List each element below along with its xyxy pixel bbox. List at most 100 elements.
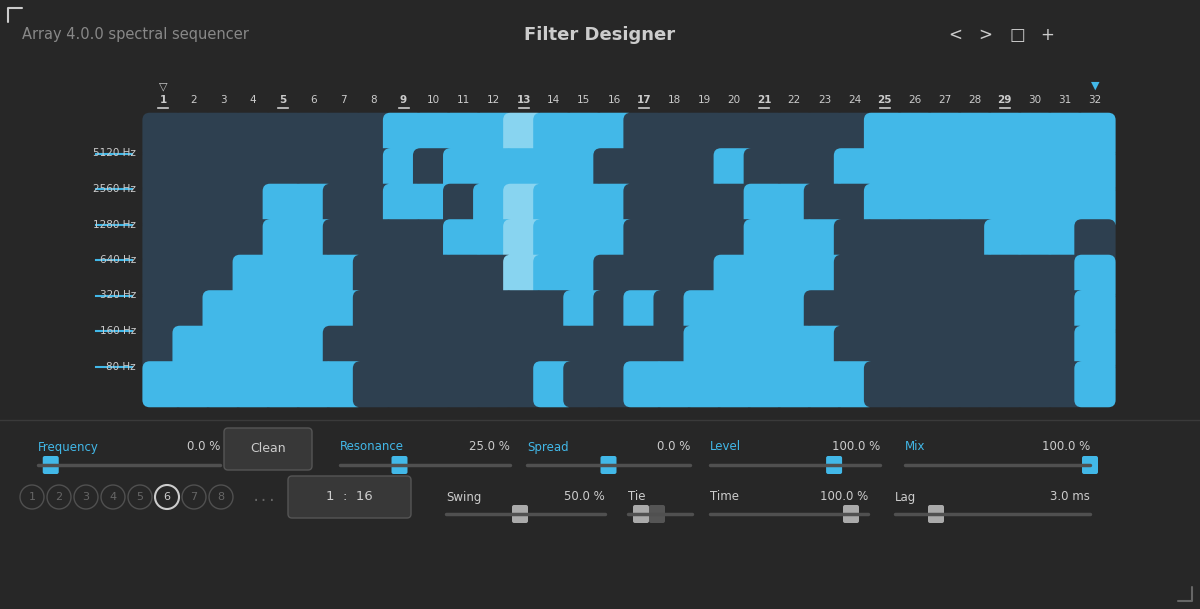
Text: 2: 2 xyxy=(55,492,62,502)
FancyBboxPatch shape xyxy=(323,219,364,266)
FancyBboxPatch shape xyxy=(263,113,304,159)
FancyBboxPatch shape xyxy=(293,219,334,266)
FancyBboxPatch shape xyxy=(323,184,364,230)
FancyBboxPatch shape xyxy=(563,113,605,159)
FancyBboxPatch shape xyxy=(203,361,244,407)
Text: 5120 Hz: 5120 Hz xyxy=(94,149,136,158)
Text: 31: 31 xyxy=(1058,95,1072,105)
FancyBboxPatch shape xyxy=(173,184,214,230)
Text: 80 Hz: 80 Hz xyxy=(107,362,136,371)
FancyBboxPatch shape xyxy=(203,255,244,301)
FancyBboxPatch shape xyxy=(954,184,995,230)
FancyBboxPatch shape xyxy=(143,326,184,371)
FancyBboxPatch shape xyxy=(623,361,665,407)
FancyBboxPatch shape xyxy=(744,255,785,301)
FancyBboxPatch shape xyxy=(1074,326,1116,371)
Text: >: > xyxy=(978,26,992,44)
FancyBboxPatch shape xyxy=(353,148,394,194)
FancyBboxPatch shape xyxy=(774,148,815,194)
FancyBboxPatch shape xyxy=(233,148,274,194)
Text: 640 Hz: 640 Hz xyxy=(100,255,136,265)
Text: Frequency: Frequency xyxy=(38,440,98,454)
FancyBboxPatch shape xyxy=(1044,219,1086,266)
FancyBboxPatch shape xyxy=(924,113,965,159)
Text: 27: 27 xyxy=(938,95,952,105)
FancyBboxPatch shape xyxy=(1044,361,1086,407)
FancyBboxPatch shape xyxy=(654,184,695,230)
FancyBboxPatch shape xyxy=(293,113,334,159)
FancyBboxPatch shape xyxy=(233,255,274,301)
FancyBboxPatch shape xyxy=(263,290,304,336)
FancyBboxPatch shape xyxy=(684,326,725,371)
FancyBboxPatch shape xyxy=(1044,255,1086,301)
FancyBboxPatch shape xyxy=(834,184,875,230)
FancyBboxPatch shape xyxy=(383,326,424,371)
FancyBboxPatch shape xyxy=(288,476,410,518)
Text: Lag: Lag xyxy=(895,490,917,504)
FancyBboxPatch shape xyxy=(623,219,665,266)
Text: 29: 29 xyxy=(997,95,1012,105)
FancyBboxPatch shape xyxy=(834,361,875,407)
FancyBboxPatch shape xyxy=(1044,290,1086,336)
FancyBboxPatch shape xyxy=(804,255,845,301)
FancyBboxPatch shape xyxy=(954,361,995,407)
Text: 160 Hz: 160 Hz xyxy=(100,326,136,336)
FancyBboxPatch shape xyxy=(744,219,785,266)
FancyBboxPatch shape xyxy=(353,219,394,266)
FancyBboxPatch shape xyxy=(864,361,905,407)
FancyBboxPatch shape xyxy=(654,326,695,371)
FancyBboxPatch shape xyxy=(563,326,605,371)
Text: 1280 Hz: 1280 Hz xyxy=(94,219,136,230)
FancyBboxPatch shape xyxy=(834,326,875,371)
FancyBboxPatch shape xyxy=(774,219,815,266)
FancyBboxPatch shape xyxy=(804,361,845,407)
FancyBboxPatch shape xyxy=(443,113,485,159)
FancyBboxPatch shape xyxy=(293,326,334,371)
FancyBboxPatch shape xyxy=(714,290,755,336)
Text: 18: 18 xyxy=(667,95,680,105)
FancyBboxPatch shape xyxy=(263,148,304,194)
FancyBboxPatch shape xyxy=(533,184,575,230)
Text: 19: 19 xyxy=(697,95,710,105)
FancyBboxPatch shape xyxy=(744,326,785,371)
FancyBboxPatch shape xyxy=(984,255,1026,301)
FancyBboxPatch shape xyxy=(654,219,695,266)
Text: 25.0 %: 25.0 % xyxy=(469,440,510,454)
Text: 0.0 %: 0.0 % xyxy=(656,440,690,454)
FancyBboxPatch shape xyxy=(744,290,785,336)
Text: 21: 21 xyxy=(757,95,772,105)
FancyBboxPatch shape xyxy=(533,290,575,336)
Text: 14: 14 xyxy=(547,95,560,105)
Text: 30: 30 xyxy=(1028,95,1042,105)
FancyBboxPatch shape xyxy=(924,219,965,266)
Text: 3: 3 xyxy=(220,95,227,105)
FancyBboxPatch shape xyxy=(954,255,995,301)
FancyBboxPatch shape xyxy=(864,290,905,336)
FancyBboxPatch shape xyxy=(353,361,394,407)
FancyBboxPatch shape xyxy=(804,148,845,194)
FancyBboxPatch shape xyxy=(413,290,455,336)
FancyBboxPatch shape xyxy=(263,326,304,371)
FancyBboxPatch shape xyxy=(443,290,485,336)
FancyBboxPatch shape xyxy=(323,326,364,371)
FancyBboxPatch shape xyxy=(623,290,665,336)
FancyBboxPatch shape xyxy=(894,326,935,371)
FancyBboxPatch shape xyxy=(383,255,424,301)
FancyBboxPatch shape xyxy=(203,219,244,266)
FancyBboxPatch shape xyxy=(224,428,312,470)
FancyBboxPatch shape xyxy=(563,290,605,336)
FancyBboxPatch shape xyxy=(593,255,635,301)
FancyBboxPatch shape xyxy=(512,505,528,523)
FancyBboxPatch shape xyxy=(143,184,184,230)
Text: 50.0 %: 50.0 % xyxy=(564,490,605,504)
FancyBboxPatch shape xyxy=(714,219,755,266)
Text: Tie: Tie xyxy=(628,490,646,504)
FancyBboxPatch shape xyxy=(143,290,184,336)
Text: ▼: ▼ xyxy=(1091,81,1099,91)
FancyBboxPatch shape xyxy=(954,290,995,336)
Text: 2560 Hz: 2560 Hz xyxy=(94,184,136,194)
FancyBboxPatch shape xyxy=(563,219,605,266)
FancyBboxPatch shape xyxy=(600,456,617,474)
FancyBboxPatch shape xyxy=(473,219,515,266)
FancyBboxPatch shape xyxy=(473,148,515,194)
